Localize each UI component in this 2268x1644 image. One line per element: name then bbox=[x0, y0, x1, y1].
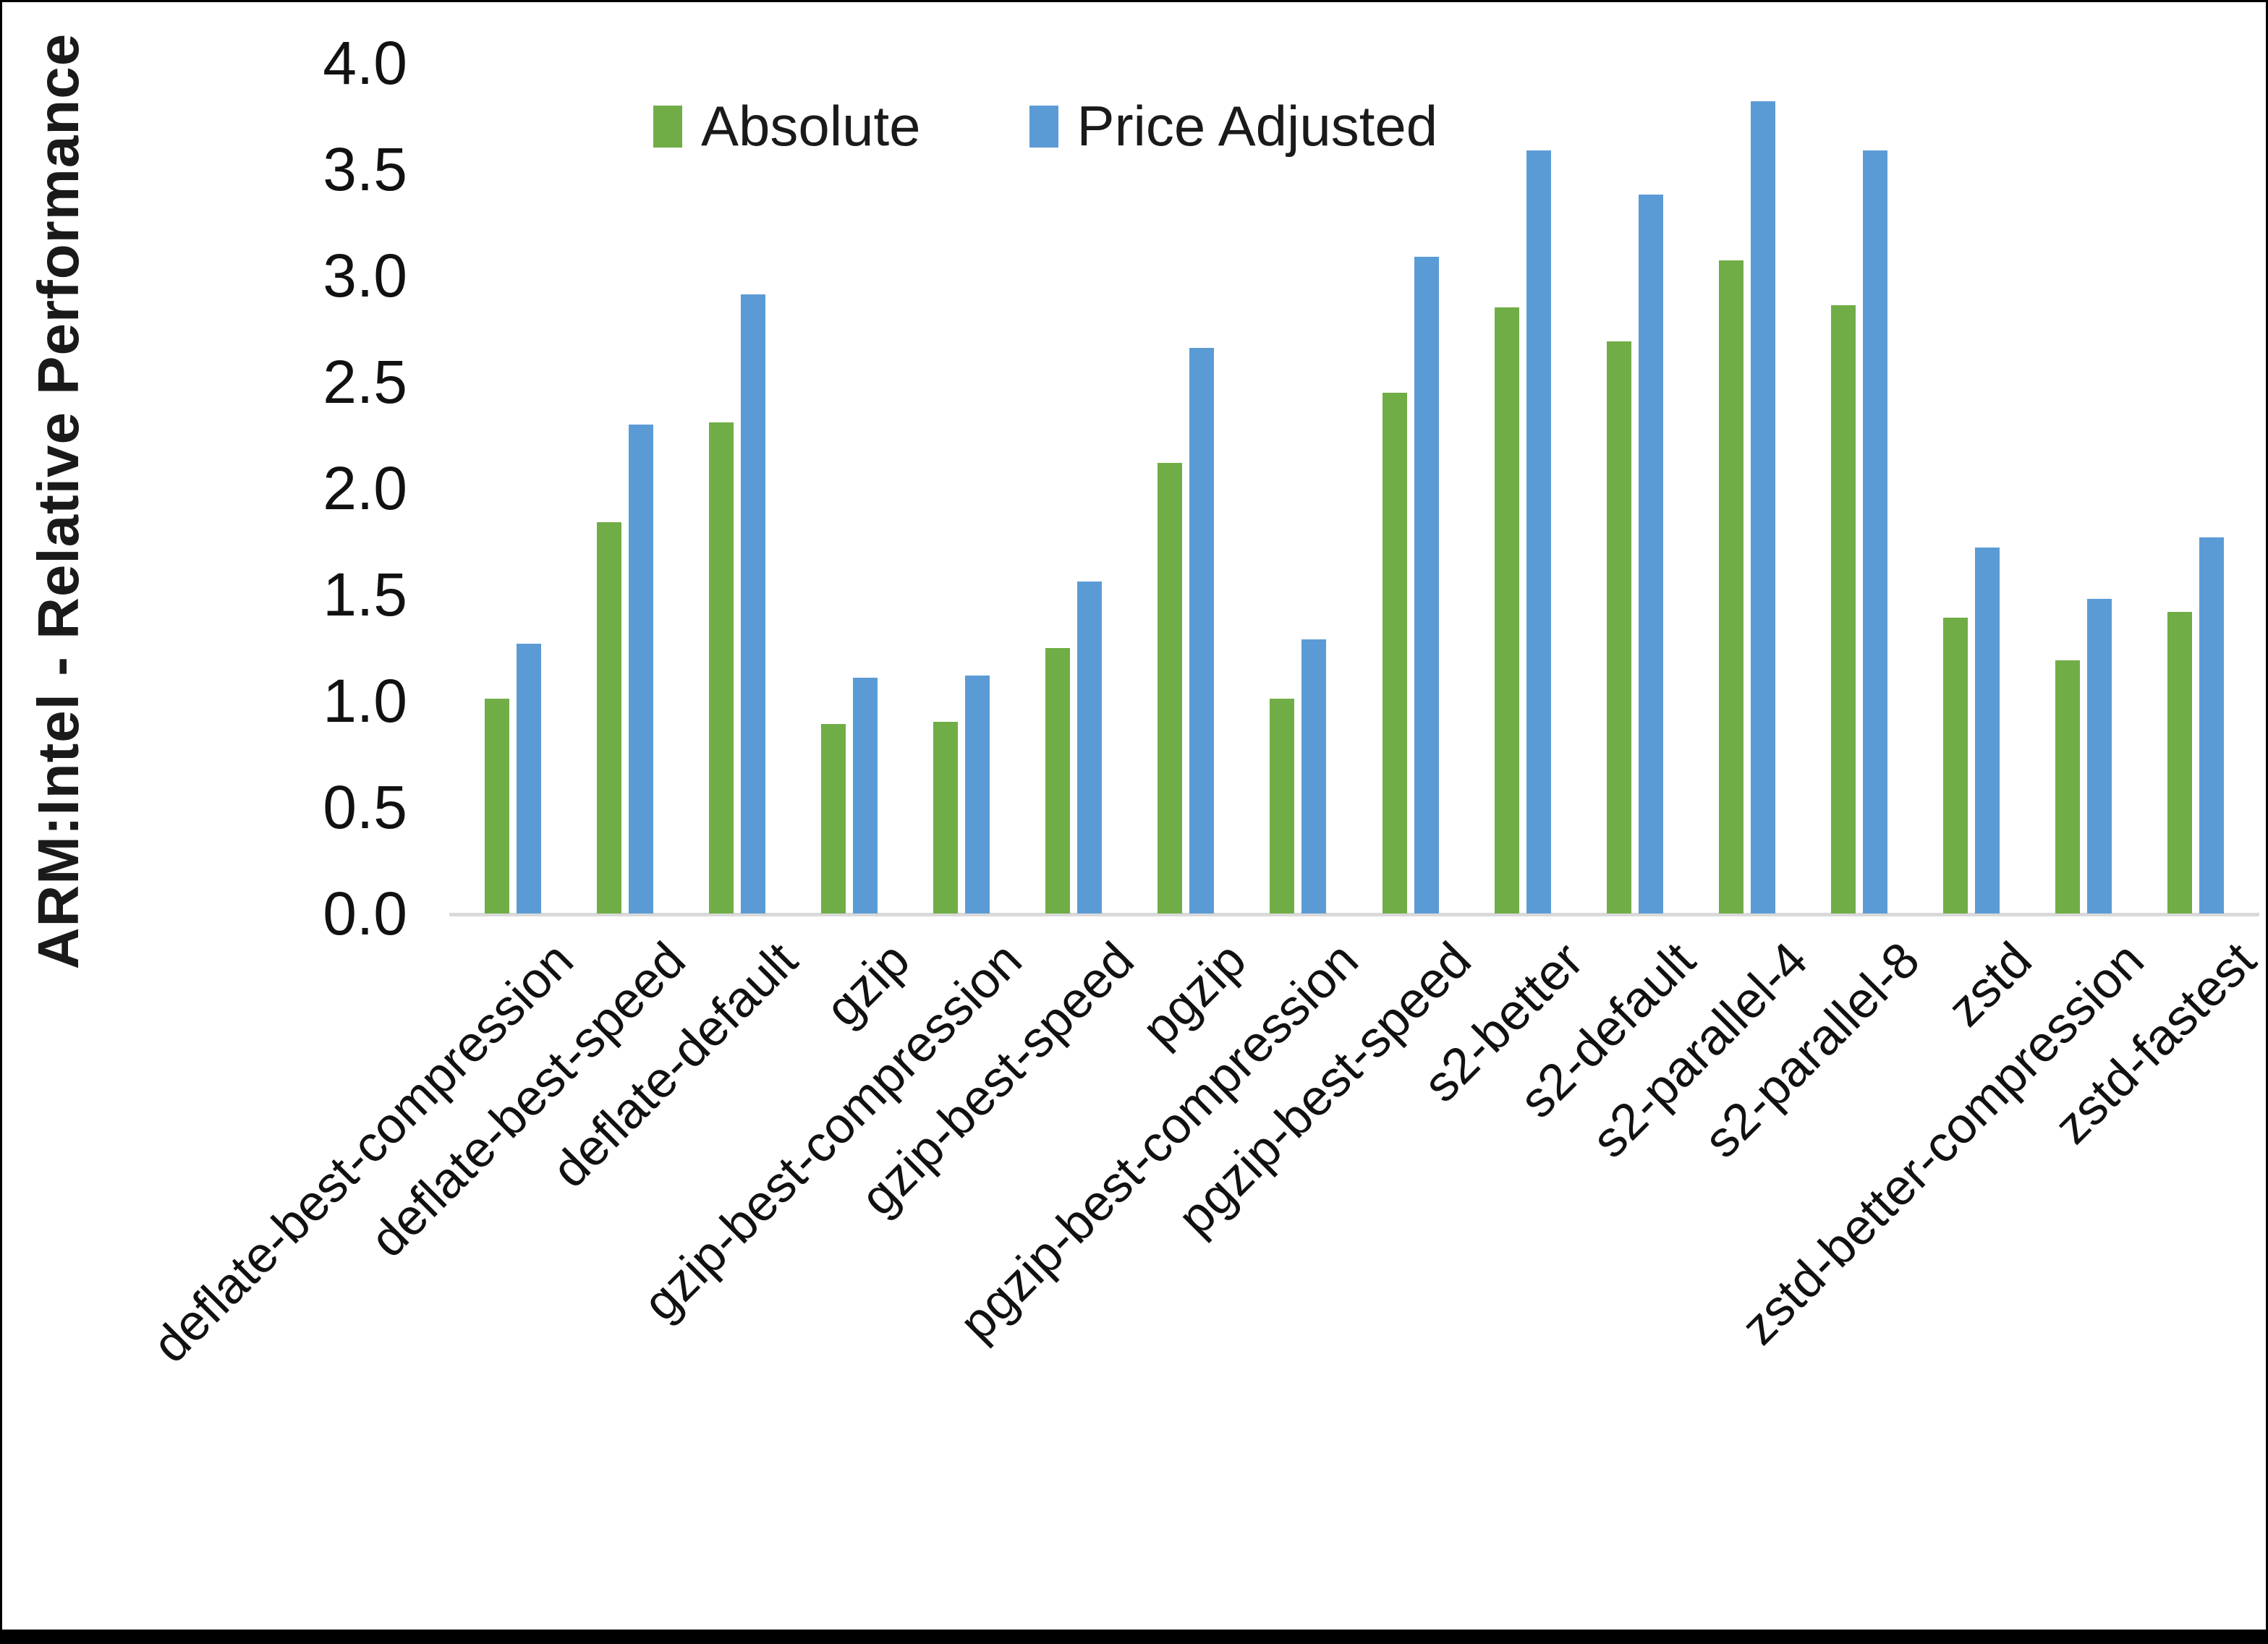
legend-item-absolute: Absolute bbox=[653, 93, 921, 159]
bar-zstd-absolute bbox=[1943, 618, 1968, 913]
plot-area bbox=[449, 63, 2259, 916]
bar-deflate-best-speed-absolute bbox=[596, 522, 621, 913]
x-axis-line bbox=[449, 913, 2259, 916]
y-tick-label: 3.5 bbox=[323, 135, 407, 203]
bar-gzip-absolute bbox=[820, 724, 846, 913]
bar-pgzip-absolute bbox=[1158, 462, 1183, 913]
absolute-series-swatch-icon bbox=[653, 105, 682, 148]
bar-zstd-price-adjusted bbox=[1975, 548, 2000, 913]
y-tick-label: 1.0 bbox=[323, 667, 407, 735]
y-tick-label: 3.0 bbox=[323, 242, 407, 310]
bar-pgzip-best-speed-absolute bbox=[1382, 392, 1407, 913]
price-adjusted-series-swatch-icon bbox=[1029, 105, 1058, 148]
bar-zstd-better-compression-absolute bbox=[2055, 660, 2081, 913]
bar-gzip-best-compression-absolute bbox=[933, 722, 959, 913]
bar-zstd-fastest-absolute bbox=[2167, 611, 2193, 913]
bar-pgzip-best-compression-absolute bbox=[1270, 699, 1295, 913]
legend: Absolute Price Adjusted bbox=[653, 93, 1437, 159]
bottom-border-strip bbox=[2, 1630, 2266, 1642]
bar-deflate-best-compression-price-adjusted bbox=[516, 643, 541, 913]
y-axis-title: ARM:Intel - Relative Performance bbox=[26, 33, 90, 970]
y-tick-label: 1.5 bbox=[323, 561, 407, 629]
legend-label-absolute: Absolute bbox=[701, 94, 921, 158]
y-tick-label: 0.5 bbox=[323, 773, 407, 841]
bar-s2-default-price-adjusted bbox=[1638, 195, 1663, 913]
bar-gzip-best-speed-price-adjusted bbox=[1077, 582, 1103, 913]
bar-pgzip-price-adjusted bbox=[1189, 347, 1215, 913]
y-tick-label: 4.0 bbox=[323, 29, 407, 97]
bar-deflate-best-speed-price-adjusted bbox=[628, 424, 653, 913]
legend-label-price-adjusted: Price Adjusted bbox=[1076, 94, 1438, 158]
legend-item-price-adjusted: Price Adjusted bbox=[1029, 93, 1438, 159]
bar-s2-parallel-8-absolute bbox=[1831, 305, 1856, 913]
bar-gzip-price-adjusted bbox=[852, 677, 878, 913]
bar-pgzip-best-compression-price-adjusted bbox=[1301, 639, 1327, 913]
bar-s2-default-absolute bbox=[1606, 341, 1631, 913]
bar-s2-better-price-adjusted bbox=[1526, 150, 1551, 913]
bar-zstd-better-compression-price-adjusted bbox=[2087, 598, 2112, 913]
bar-deflate-best-compression-absolute bbox=[484, 699, 509, 913]
bar-zstd-fastest-price-adjusted bbox=[2199, 537, 2225, 913]
bar-gzip-best-compression-price-adjusted bbox=[965, 675, 990, 913]
bar-deflate-default-absolute bbox=[708, 422, 734, 913]
bar-s2-better-absolute bbox=[1494, 307, 1519, 913]
y-tick-label: 2.5 bbox=[323, 348, 407, 416]
bar-deflate-default-price-adjusted bbox=[740, 294, 765, 913]
bar-gzip-best-speed-absolute bbox=[1045, 647, 1071, 913]
bar-s2-parallel-8-price-adjusted bbox=[1863, 150, 1888, 913]
y-tick-label: 2.0 bbox=[323, 454, 407, 522]
y-tick-label: 0.0 bbox=[323, 880, 407, 947]
bar-s2-parallel-4-price-adjusted bbox=[1750, 101, 1775, 913]
bar-pgzip-best-speed-price-adjusted bbox=[1414, 256, 1439, 913]
bar-s2-parallel-4-absolute bbox=[1718, 260, 1744, 913]
